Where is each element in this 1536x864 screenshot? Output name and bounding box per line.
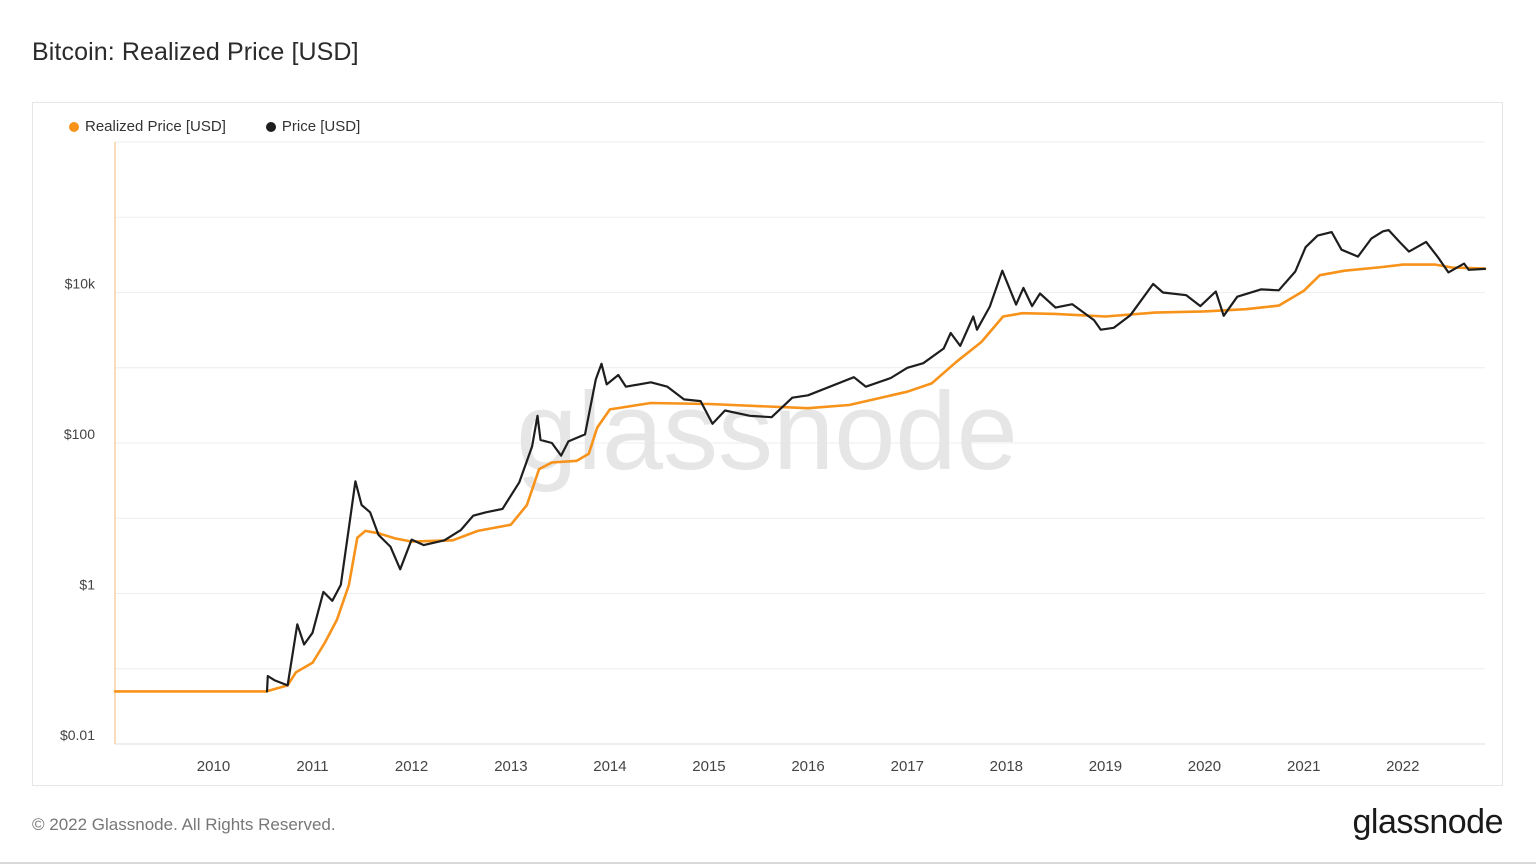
x-tick-label: 2011 xyxy=(296,758,328,775)
x-tick-label: 2015 xyxy=(692,758,725,775)
axes: $0.01 $1 $100 $10k 2010 2011 2012 2013 2014 2015 2… xyxy=(60,142,1485,775)
legend-item-realized-price[interactable]: Realized Price [USD] xyxy=(69,118,226,135)
series-line-realized-price[interactable] xyxy=(113,263,1487,693)
series-lines xyxy=(113,229,1487,693)
x-tick-label: 2014 xyxy=(593,758,626,775)
x-tick-label: 2012 xyxy=(395,758,428,775)
y-tick-label: $10k xyxy=(65,276,96,292)
x-tick-label: 2019 xyxy=(1089,758,1122,775)
x-tick-label: 2021 xyxy=(1287,758,1320,775)
copyright-text: © 2022 Glassnode. All Rights Reserved. xyxy=(32,815,336,834)
x-tick-label: 2020 xyxy=(1188,758,1221,775)
watermark-text: glassnode xyxy=(516,370,1018,493)
y-tick-label: $100 xyxy=(64,426,95,442)
bottom-divider xyxy=(0,862,1536,864)
x-tick-label: 2018 xyxy=(990,758,1023,775)
series-line-price[interactable] xyxy=(265,229,1487,693)
page-title: Bitcoin: Realized Price [USD] xyxy=(32,38,359,66)
x-tick-label: 2017 xyxy=(891,758,924,775)
legend: Realized Price [USD] Price [USD] xyxy=(69,118,360,135)
grid-lines xyxy=(115,141,1485,745)
legend-dot-price xyxy=(265,121,276,132)
x-tick-label: 2022 xyxy=(1386,758,1419,775)
chart-card: Realized Price [USD] Price [USD] xyxy=(32,102,1503,786)
x-tick-label: 2010 xyxy=(197,758,230,775)
y-tick-label: $1 xyxy=(79,577,95,593)
legend-label-price: Price [USD] xyxy=(281,118,361,135)
glassnode-logo: glassnode xyxy=(1352,803,1503,841)
y-tick-label: $0.01 xyxy=(60,727,95,743)
x-tick-label: 2016 xyxy=(791,758,824,775)
legend-dot-realized-price xyxy=(69,121,79,132)
legend-item-price[interactable]: Price [USD] xyxy=(265,118,361,135)
legend-label-realized-price: Realized Price [USD] xyxy=(85,118,226,135)
x-tick-label: 2013 xyxy=(494,758,527,775)
